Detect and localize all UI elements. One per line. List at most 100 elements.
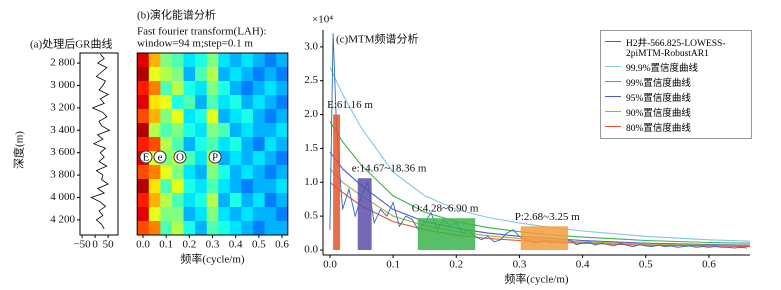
heat-cell <box>195 81 208 96</box>
heat-cell <box>171 221 184 236</box>
heat-cell <box>206 95 219 110</box>
heat-cell <box>195 137 208 152</box>
heat-cell <box>264 207 277 222</box>
legend: H2井-566.825-LOWESS-2piMTM-RobustAR1 99.9%… <box>600 30 752 139</box>
heat-cell <box>276 137 289 152</box>
band-label: O:4.28~6.90 m <box>412 203 479 215</box>
heat-cell <box>218 179 231 194</box>
panel-title: (b)演化能谱分析 <box>137 8 216 22</box>
heat-cell <box>183 81 196 96</box>
y-tick-label: 0.5 <box>304 210 318 222</box>
band-marker-label: E <box>143 152 150 164</box>
heat-cell <box>264 151 277 166</box>
heat-cell <box>241 193 254 208</box>
y-tick-label: 3 800 <box>50 169 75 181</box>
heat-cell <box>229 165 242 180</box>
heat-cell <box>229 81 242 96</box>
band-marker <box>153 150 167 164</box>
panel-subtitle: window=94 m;step=0.1 m <box>137 38 253 50</box>
heat-cell <box>160 179 173 194</box>
heat-cell <box>206 109 219 124</box>
heat-cell <box>160 221 173 236</box>
heat-cell <box>171 179 184 194</box>
heat-cell <box>148 137 161 152</box>
y-tick-label: 1.5 <box>304 142 318 154</box>
x-tick-label: 0.4 <box>229 239 243 251</box>
heat-cell <box>195 95 208 110</box>
heat-cell <box>160 95 173 110</box>
heat-cell <box>137 67 150 82</box>
plot-frame <box>79 52 119 236</box>
legend-entry: 90%置信度曲线 <box>603 105 749 119</box>
heat-cell <box>137 53 150 68</box>
y-tick-label: 4 200 <box>50 213 75 225</box>
heat-cell <box>253 179 265 194</box>
heat-cell <box>137 193 150 208</box>
x-tick-label: 0.2 <box>182 239 196 251</box>
heat-cell <box>218 221 231 236</box>
band-marker-label: O <box>176 152 184 164</box>
heat-cell <box>241 95 254 110</box>
heat-cell <box>241 137 254 152</box>
heat-cell <box>218 193 231 208</box>
heat-cell <box>183 95 196 110</box>
heat-cell <box>229 53 242 68</box>
heat-cell <box>276 67 289 82</box>
x-axis-label: 频率(cycle/m) <box>504 272 568 286</box>
heat-cell <box>148 165 161 180</box>
heat-cell <box>160 207 173 222</box>
heat-cell <box>206 207 219 222</box>
heat-cell <box>276 109 289 124</box>
heat-cell <box>148 207 161 222</box>
series-line <box>329 121 751 244</box>
heat-cell <box>195 151 208 166</box>
legend-swatch <box>605 41 621 42</box>
heat-cell <box>276 81 289 96</box>
heat-cell <box>206 137 219 152</box>
heat-cell <box>229 221 242 236</box>
heat-cell <box>171 193 184 208</box>
heat-cell <box>253 207 265 222</box>
y-tick-label: 3 000 <box>50 79 75 91</box>
heat-cell <box>171 81 184 96</box>
heat-cell <box>241 221 254 236</box>
heat-cell <box>160 123 173 138</box>
band-marker-label: P <box>212 152 218 164</box>
x-tick-label: 0.5 <box>639 259 653 271</box>
legend-swatch <box>605 96 621 97</box>
legend-entry: 95%置信度曲线 <box>603 90 749 104</box>
heat-cell <box>171 137 184 152</box>
heat-cell <box>253 123 265 138</box>
heat-cell <box>137 81 150 96</box>
heat-cell <box>183 109 196 124</box>
heat-cell <box>229 123 242 138</box>
legend-label: 99%置信度曲线 <box>626 79 691 89</box>
legend-entry: 99.9%置信度曲线 <box>603 60 749 74</box>
heat-cell <box>276 221 289 236</box>
heat-cell <box>183 221 196 236</box>
heat-cell <box>218 207 231 222</box>
heat-cell <box>276 207 289 222</box>
heat-cell <box>195 123 208 138</box>
x-tick-label: 0.1 <box>386 259 400 271</box>
heat-cell <box>253 81 265 96</box>
cycle-band <box>333 114 341 250</box>
heat-cell <box>218 137 231 152</box>
heat-cell <box>218 67 231 82</box>
band-marker <box>208 150 222 164</box>
heat-cell <box>241 179 254 194</box>
x-tick-label: 0.0 <box>136 239 150 251</box>
heat-cell <box>229 193 242 208</box>
legend-label: 95%置信度曲线 <box>626 94 691 104</box>
heat-cell <box>253 67 265 82</box>
heat-cell <box>264 221 277 236</box>
heat-cell <box>276 179 289 194</box>
heat-cell <box>264 123 277 138</box>
legend-swatch <box>605 81 621 82</box>
legend-label: 80%置信度曲线 <box>626 124 691 134</box>
panel-subtitle: Fast fourier transform(LAH): <box>137 26 267 38</box>
heat-cell <box>148 95 161 110</box>
heat-cell <box>241 123 254 138</box>
heat-cell <box>148 53 161 68</box>
x-tick-label: 0.3 <box>513 259 527 271</box>
